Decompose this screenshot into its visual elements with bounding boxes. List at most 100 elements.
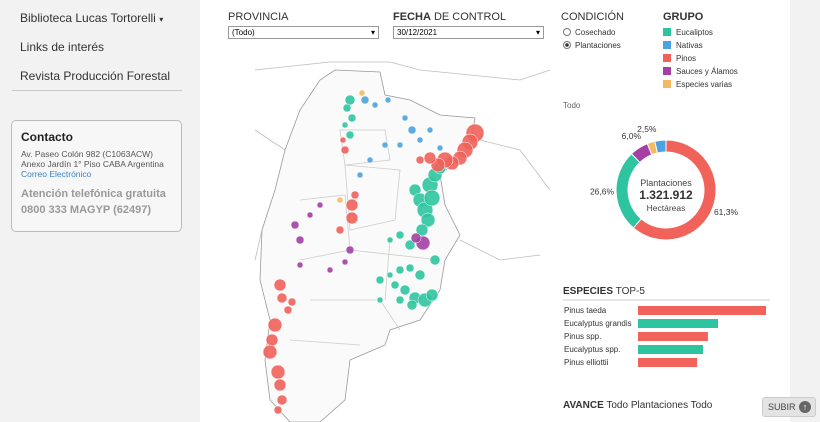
map-point — [340, 145, 350, 155]
legend-label: Nativas — [676, 41, 703, 50]
donut-label: 2,5% — [637, 124, 657, 134]
map-point — [344, 94, 356, 106]
map-point — [395, 230, 405, 240]
donut-center-unit: Hectáreas — [647, 203, 686, 213]
link-text: Biblioteca Lucas Tortorelli — [20, 11, 156, 25]
map-point — [396, 141, 404, 149]
map-point — [371, 101, 379, 109]
bar-label: Pinus elliottii — [564, 358, 609, 367]
dropdown[interactable]: 30/12/2021 ▾ — [393, 26, 544, 39]
legend-title: GRUPO — [663, 11, 704, 23]
map-point — [429, 254, 441, 266]
filter-label: FECHA DE CONTROL — [393, 11, 506, 23]
map-point — [287, 297, 297, 307]
radio[interactable] — [563, 28, 571, 36]
bar — [638, 332, 708, 341]
legend-label: Sauces y Álamos — [676, 67, 738, 76]
map-point — [423, 151, 437, 165]
map-point — [375, 275, 385, 285]
phone: 0800 333 MAGYP (62497) — [21, 204, 152, 216]
donut-center-value: 1.321.912 — [639, 188, 693, 202]
dropdown-value: 30/12/2021 — [397, 28, 438, 37]
contact-box: Contacto Av. Paseo Colón 982 (C1063ACW) … — [11, 120, 182, 232]
map-point — [265, 333, 279, 347]
label-bold: FECHA — [393, 11, 431, 23]
map-point — [386, 236, 394, 244]
map-point — [273, 405, 283, 415]
map-point — [290, 220, 300, 230]
label-bold: ESPECIES — [563, 286, 614, 297]
map-points — [262, 89, 485, 415]
radio-dot — [565, 43, 569, 47]
map-point — [276, 292, 288, 304]
scroll-top-button[interactable]: SUBIR ↑ — [762, 397, 816, 417]
map-point — [415, 155, 425, 165]
map-point — [420, 212, 436, 228]
map-point — [273, 278, 287, 292]
address: Anexo Jardín 1° Piso CABA Argentina — [21, 159, 164, 169]
border — [254, 129, 551, 261]
label-rest: DE CONTROL — [433, 11, 507, 23]
map-point — [342, 103, 352, 113]
section-title: AVANCE Todo Plantaciones Todo — [563, 400, 712, 411]
map-point — [306, 211, 314, 219]
map-point — [436, 144, 444, 152]
map-point — [336, 196, 344, 204]
donut-center-title: Plantaciones — [640, 178, 692, 188]
dropdown[interactable]: (Todo) ▾ — [228, 26, 379, 39]
filter-label: PROVINCIA — [228, 11, 289, 23]
donut-label: 6,0% — [622, 131, 642, 141]
map-point — [386, 271, 394, 279]
filter-label: CONDICIÓN — [561, 11, 624, 23]
map-point — [296, 261, 304, 269]
bar — [638, 319, 718, 328]
nav-link[interactable]: Links de interés — [20, 40, 105, 54]
map-point — [399, 284, 411, 296]
map-point — [341, 258, 349, 266]
legend-swatch — [663, 54, 671, 62]
map-point — [335, 225, 345, 235]
bar-label: Pinus taeda — [564, 306, 607, 315]
address: Av. Paseo Colón 982 (C1063ACW) — [21, 149, 153, 159]
map-point — [345, 211, 359, 225]
legend-label: Pinos — [676, 54, 696, 63]
nav-link[interactable]: Revista Producción Forestal — [20, 69, 171, 83]
map-point — [356, 171, 364, 179]
button-label: SUBIR — [768, 402, 796, 412]
map-point — [406, 299, 418, 311]
map-point — [339, 136, 347, 144]
label-rest: Todo Plantaciones Todo — [606, 400, 713, 411]
map-point — [273, 378, 287, 392]
map-point — [360, 95, 370, 105]
map-point — [395, 295, 405, 305]
map-point — [276, 394, 288, 406]
filter-note: Todo — [563, 101, 581, 110]
map-point — [345, 245, 355, 255]
map-point — [345, 130, 355, 140]
map-point — [341, 121, 349, 129]
donut-segment — [654, 139, 667, 154]
bar — [638, 306, 766, 315]
map-point — [405, 263, 415, 273]
legend-swatch — [663, 80, 671, 88]
divider — [12, 90, 182, 91]
contact-title: Contacto — [21, 130, 73, 144]
map-point — [407, 125, 417, 135]
email-link[interactable]: Correo Electrónico — [21, 169, 92, 179]
map-point — [390, 280, 400, 290]
map-point — [410, 232, 422, 244]
sidebar: Biblioteca Lucas Tortorelli ▾ Links de i… — [0, 0, 200, 422]
legend-swatch — [663, 67, 671, 75]
nav-link[interactable]: Biblioteca Lucas Tortorelli ▾ — [20, 11, 164, 25]
legend-swatch — [663, 28, 671, 36]
map-point — [404, 239, 416, 251]
bar-label: Eucalyptus spp. — [564, 345, 620, 354]
map-point — [350, 190, 360, 200]
map-point — [326, 266, 334, 274]
legend-label: Eucaliptos — [676, 28, 713, 37]
map-point — [347, 113, 357, 123]
donut-segment — [615, 153, 642, 229]
map-point — [283, 305, 293, 315]
map-point — [423, 189, 441, 207]
